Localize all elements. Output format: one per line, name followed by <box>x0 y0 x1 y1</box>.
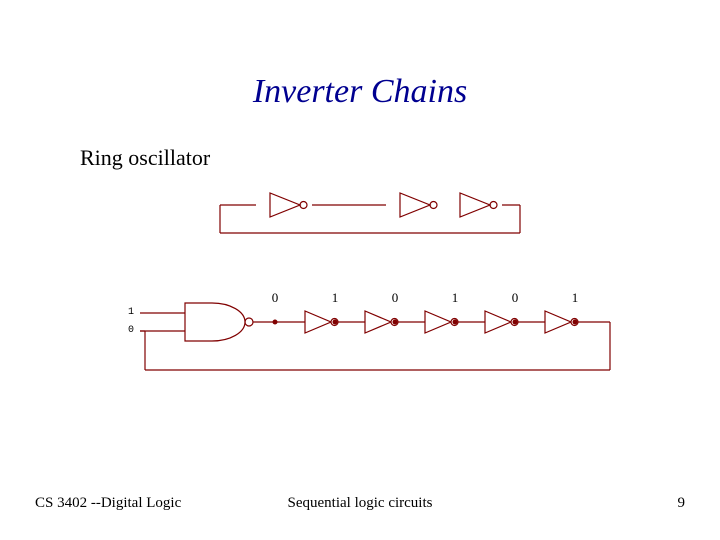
node-value-label: 0 <box>269 290 281 306</box>
nand-input-top-label: 1 <box>128 307 134 318</box>
ring-oscillator-bottom-diagram <box>0 0 720 540</box>
nand-input-bottom-label: 0 <box>128 325 134 336</box>
node-value-label: 1 <box>329 290 341 306</box>
node-value-label: 0 <box>509 290 521 306</box>
node-value-label: 1 <box>569 290 581 306</box>
footer-page-number: 9 <box>678 495 686 512</box>
footer-center: Sequential logic circuits <box>0 495 720 512</box>
node-value-label: 1 <box>449 290 461 306</box>
node-value-label: 0 <box>389 290 401 306</box>
